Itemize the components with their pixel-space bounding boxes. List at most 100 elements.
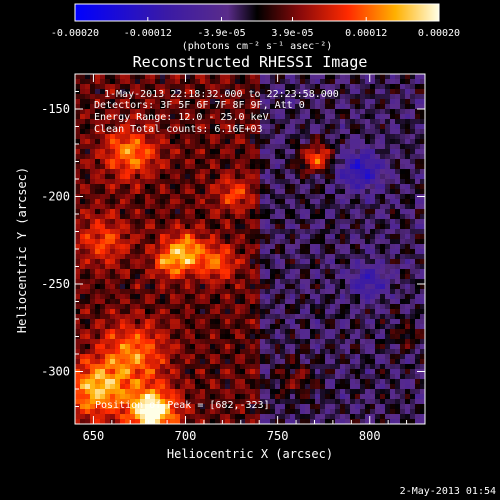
heatmap-cell [155, 264, 161, 270]
heatmap-cell [175, 354, 181, 360]
heatmap-cell [115, 344, 121, 350]
heatmap-cell [325, 229, 331, 235]
heatmap-cell [320, 404, 326, 410]
heatmap-cell [305, 369, 311, 375]
heatmap-cell [395, 399, 401, 405]
heatmap-cell [300, 369, 306, 375]
heatmap-cell [295, 174, 301, 180]
heatmap-cell [410, 89, 416, 95]
heatmap-cell [415, 199, 421, 205]
heatmap-cell [290, 114, 296, 120]
heatmap-cell [345, 179, 351, 185]
heatmap-cell [345, 279, 351, 285]
heatmap-cell [325, 104, 331, 110]
heatmap-cell [365, 159, 371, 165]
heatmap-cell [85, 349, 91, 355]
heatmap-cell [370, 89, 376, 95]
heatmap-cell [85, 284, 91, 290]
heatmap-cell [120, 359, 126, 365]
heatmap-cell [315, 334, 321, 340]
heatmap-cell [135, 184, 141, 190]
heatmap-cell [400, 159, 406, 165]
heatmap-cell [105, 234, 111, 240]
heatmap-cell [370, 159, 376, 165]
heatmap-cell [140, 414, 146, 420]
heatmap-cell [125, 199, 131, 205]
heatmap-cell [235, 214, 241, 220]
heatmap-cell [390, 414, 396, 420]
heatmap-cell [345, 249, 351, 255]
heatmap-cell [210, 279, 216, 285]
heatmap-cell [340, 94, 346, 100]
heatmap-cell [300, 254, 306, 260]
heatmap-cell [400, 319, 406, 325]
heatmap-cell [235, 224, 241, 230]
heatmap-cell [210, 294, 216, 300]
heatmap-cell [175, 139, 181, 145]
heatmap-cell [140, 249, 146, 255]
heatmap-cell [230, 129, 236, 135]
heatmap-cell [400, 129, 406, 135]
heatmap-cell [375, 404, 381, 410]
heatmap-cell [415, 209, 421, 215]
heatmap-cell [185, 99, 191, 105]
heatmap-cell [415, 379, 421, 385]
heatmap-cell [190, 274, 196, 280]
heatmap-cell [255, 369, 261, 375]
heatmap-cell [385, 384, 391, 390]
heatmap-cell [230, 189, 236, 195]
heatmap-cell [310, 419, 316, 424]
heatmap-cell [390, 379, 396, 385]
heatmap-cell [205, 184, 211, 190]
heatmap-cell [320, 369, 326, 375]
heatmap-cell [185, 389, 191, 395]
heatmap-cell [255, 329, 261, 335]
heatmap-cell [220, 354, 226, 360]
heatmap-cell [130, 339, 136, 345]
heatmap-cell [190, 414, 196, 420]
heatmap-cell [150, 214, 156, 220]
heatmap-cell [245, 159, 251, 165]
heatmap-cell [180, 89, 186, 95]
heatmap-cell [280, 359, 286, 365]
heatmap-cell [355, 229, 361, 235]
heatmap-cell [205, 209, 211, 215]
heatmap-cell [105, 199, 111, 205]
heatmap-cell [400, 334, 406, 340]
heatmap-cell [340, 399, 346, 405]
heatmap-cell [195, 379, 201, 385]
heatmap-cell [175, 134, 181, 140]
heatmap-cell [280, 184, 286, 190]
heatmap-cell [415, 139, 421, 145]
heatmap-cell [300, 354, 306, 360]
heatmap-cell [400, 279, 406, 285]
heatmap-cell [300, 84, 306, 90]
heatmap-cell [125, 369, 131, 375]
heatmap-cell [390, 404, 396, 410]
heatmap-cell [260, 79, 266, 85]
heatmap-cell [315, 119, 321, 125]
heatmap-cell [385, 114, 391, 120]
heatmap-cell [330, 174, 336, 180]
heatmap-cell [120, 374, 126, 380]
heatmap-cell [345, 119, 351, 125]
heatmap-cell [145, 144, 151, 150]
heatmap-cell [220, 204, 226, 210]
heatmap-cell [280, 284, 286, 290]
heatmap-cell [170, 259, 176, 265]
heatmap-cell [330, 139, 336, 145]
heatmap-cell [335, 299, 341, 305]
heatmap-cell [235, 144, 241, 150]
heatmap-cell [300, 259, 306, 265]
heatmap-cell [400, 314, 406, 320]
heatmap-cell [235, 279, 241, 285]
heatmap-cell [100, 284, 106, 290]
heatmap-cell [295, 314, 301, 320]
heatmap-cell [135, 259, 141, 265]
heatmap-cell [205, 124, 211, 130]
heatmap-cell [80, 284, 86, 290]
heatmap-cell [200, 339, 206, 345]
heatmap-cell [200, 234, 206, 240]
heatmap-cell [185, 354, 191, 360]
heatmap-cell [350, 334, 356, 340]
